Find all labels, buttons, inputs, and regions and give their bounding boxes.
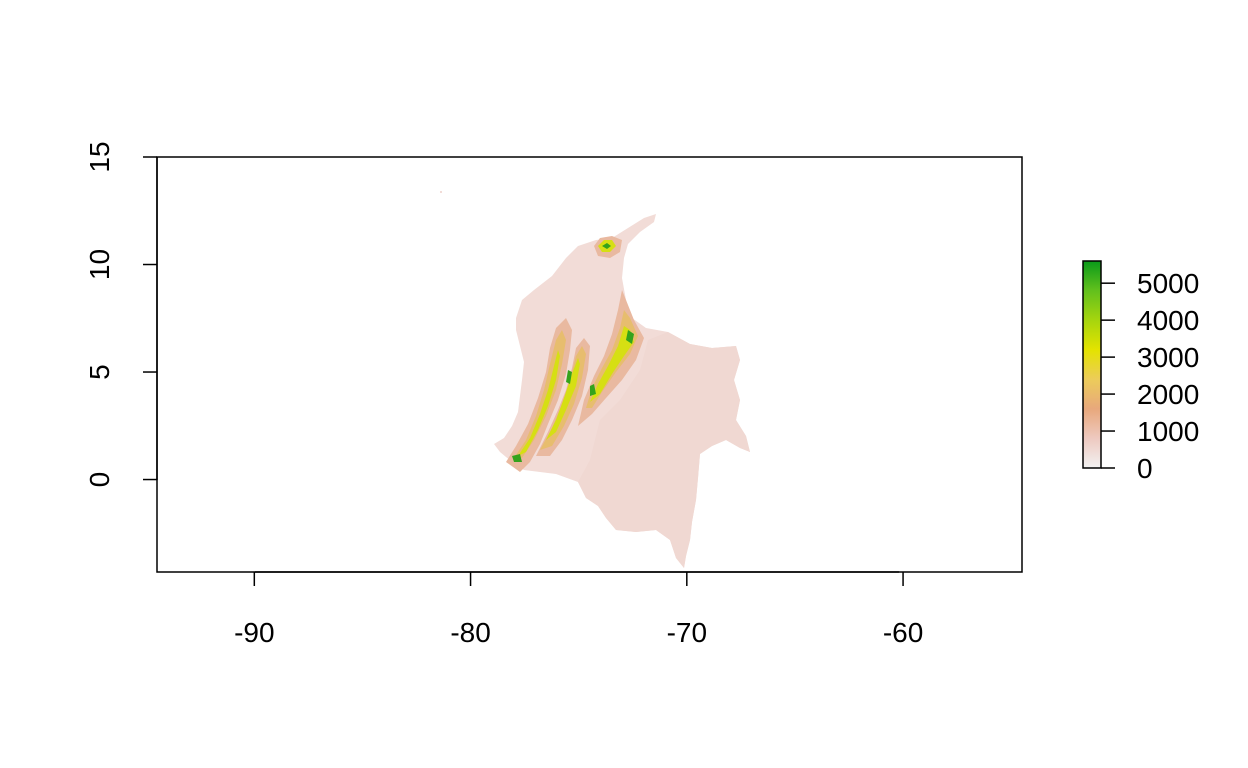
high-ridge-central: [546, 358, 580, 440]
y-tick-label: 5: [84, 364, 115, 380]
y-axis: 0 5 10 15: [84, 141, 158, 488]
legend-tick-label: 4000: [1137, 305, 1199, 336]
legend-tick-label: 3000: [1137, 342, 1199, 373]
x-tick-label: -80: [450, 617, 490, 648]
legend-tick-label: 5000: [1137, 268, 1199, 299]
eastern-plains-region: [578, 332, 750, 568]
legend-colorbar: [1082, 260, 1102, 469]
x-tick-label: -70: [667, 617, 707, 648]
legend-tick-label: 0: [1137, 453, 1153, 484]
x-tick-label: -90: [234, 617, 274, 648]
high-ridge-east: [590, 326, 634, 402]
island-speck: [440, 191, 442, 193]
y-tick-label: 10: [84, 249, 115, 280]
peak-eastern-cordillera: [626, 330, 634, 344]
legend-tick-label: 2000: [1137, 379, 1199, 410]
peak-cocuy: [590, 384, 596, 396]
high-ridge-west: [518, 350, 560, 456]
raster-layer: [440, 191, 750, 568]
legend-tick-label: 1000: [1137, 416, 1199, 447]
x-axis: -90 -80 -70 -60: [234, 571, 923, 648]
upland-west: [514, 330, 566, 458]
elevation-legend: 0 1000 2000 3000 4000 5000: [1082, 260, 1199, 484]
peak-central-cordillera: [566, 370, 572, 384]
y-tick-label: 15: [84, 141, 115, 172]
sierra-nevada-peak: [602, 243, 611, 249]
peak-southwest: [512, 454, 522, 462]
y-tick-label: 0: [84, 472, 115, 488]
x-tick-label: -60: [883, 617, 923, 648]
